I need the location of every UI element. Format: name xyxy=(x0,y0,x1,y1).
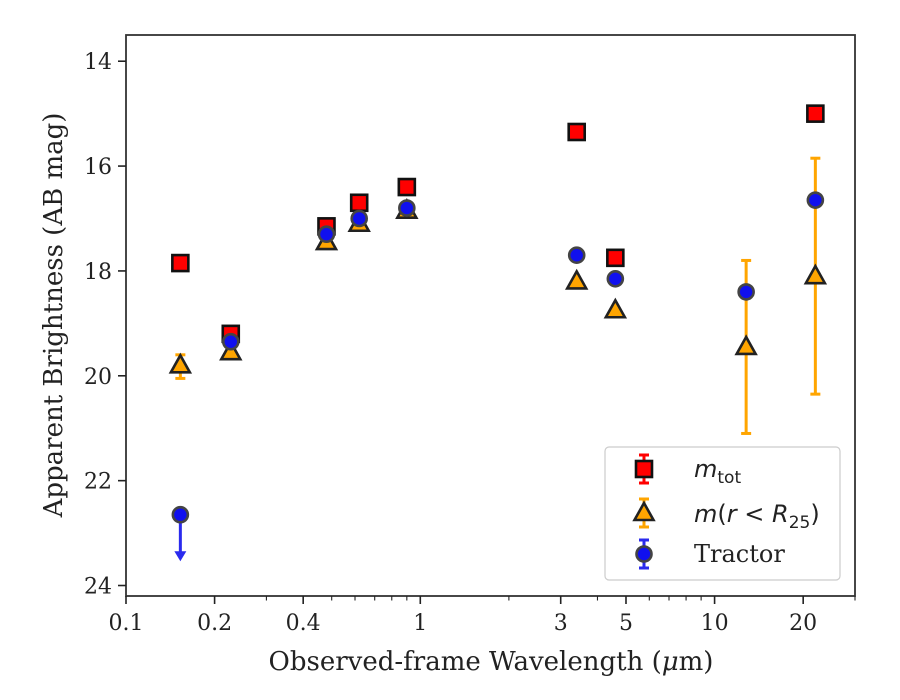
data-point-tractor xyxy=(567,246,586,265)
y-axis: 14 16 18 20 22 24 xyxy=(84,50,126,600)
series-m_r25 xyxy=(168,156,828,435)
legend-marker-m_r25 xyxy=(632,500,656,522)
legend-markers xyxy=(632,453,656,570)
legend: mtot m(r < R25) Tractor xyxy=(604,446,841,581)
y-tick-label: 20 xyxy=(84,365,112,390)
data-point-m_tot xyxy=(349,193,369,213)
data-point-m_r25 xyxy=(219,339,243,361)
x-axis-title: Observed-frame Wavelength (μm) xyxy=(269,647,714,677)
data-point-m_tot xyxy=(171,253,190,273)
x-tick-label: 10 xyxy=(701,611,729,636)
data-point-m_tot xyxy=(567,122,587,142)
series-m_tot xyxy=(171,104,825,344)
y-tick-label: 14 xyxy=(84,50,112,75)
x-tick-label: 20 xyxy=(789,611,817,636)
series-tractor xyxy=(171,191,825,562)
x-tick-label: 0.4 xyxy=(286,611,321,636)
data-point-m_tot xyxy=(606,248,625,268)
data-point-m_tot xyxy=(397,177,417,197)
legend-marker-tractor xyxy=(635,545,653,563)
upper-limit-arrow xyxy=(174,551,187,562)
y-axis-title: Apparent Brightness (AB mag) xyxy=(39,113,69,519)
data-point-tractor xyxy=(606,269,625,288)
x-tick-label: 0.1 xyxy=(109,611,144,636)
x-tick-label: 1 xyxy=(413,611,427,636)
y-tick-label: 24 xyxy=(84,575,112,600)
plot-frame xyxy=(125,34,856,597)
x-tick-label: 0.2 xyxy=(197,611,232,636)
data-point-m_r25 xyxy=(803,263,828,285)
data-point-tractor xyxy=(317,225,336,244)
x-tick-label: 3 xyxy=(554,611,568,636)
data-point-tractor xyxy=(350,209,368,228)
y-tick-label: 18 xyxy=(84,260,112,285)
x-axis: 0.1 0.2 0.4 1 3 5 10 20 xyxy=(109,596,856,636)
legend-label-tractor: Tractor xyxy=(694,540,785,568)
data-point-m_r25 xyxy=(734,334,758,356)
data-point-m_r25 xyxy=(168,352,193,374)
data-point-tractor xyxy=(737,283,755,301)
legend-label-mr25: m(r < R25) xyxy=(694,500,820,533)
data-point-m_r25 xyxy=(564,268,589,290)
legend-label-mtot: mtot xyxy=(694,455,741,488)
y-tick-label: 16 xyxy=(84,155,112,180)
legend-marker-m_tot xyxy=(634,459,654,479)
legend-frame xyxy=(604,446,841,581)
data-point-tractor xyxy=(398,199,416,217)
data-point-m_tot xyxy=(806,104,825,123)
x-tick-label: 5 xyxy=(619,611,633,636)
data-point-tractor xyxy=(806,191,825,209)
data-point-tractor xyxy=(171,505,190,524)
plot-area xyxy=(125,34,856,597)
data-point-m_r25 xyxy=(603,297,628,319)
y-tick-label: 22 xyxy=(84,470,112,495)
data-point-tractor xyxy=(221,332,240,351)
